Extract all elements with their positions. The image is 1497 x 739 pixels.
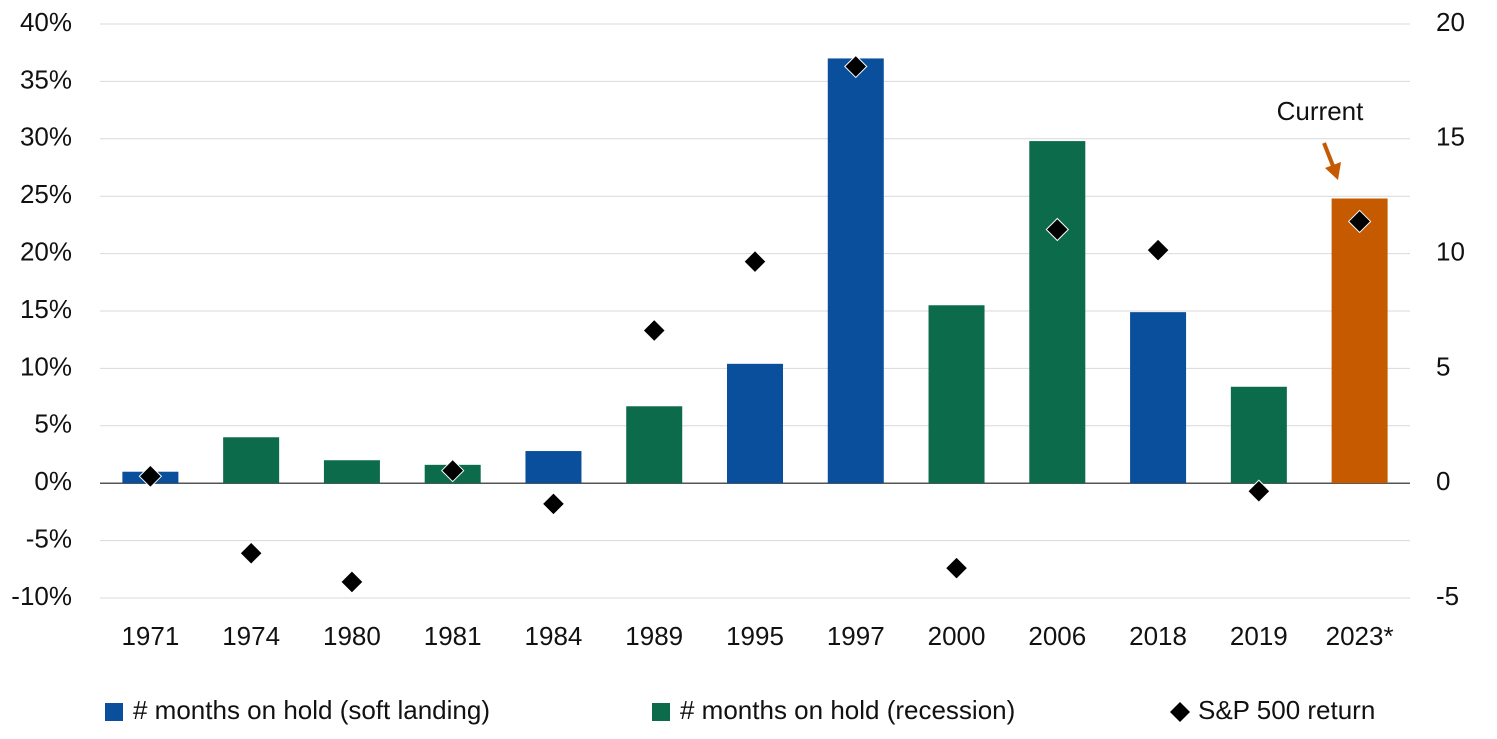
y2-tick-label: 15 bbox=[1436, 122, 1465, 152]
bar bbox=[1230, 386, 1287, 484]
legend-swatch bbox=[652, 703, 670, 721]
y-tick-label: -5% bbox=[26, 523, 72, 553]
bar bbox=[928, 305, 985, 484]
diamond-marker bbox=[1247, 479, 1271, 503]
y2-tick-label: 10 bbox=[1436, 236, 1465, 266]
diamond-marker bbox=[340, 570, 364, 594]
annotation-arrowhead bbox=[1325, 162, 1341, 180]
diamond-marker bbox=[1347, 209, 1372, 234]
bar bbox=[1029, 141, 1086, 484]
legend-swatch bbox=[105, 703, 123, 721]
bar bbox=[1130, 312, 1187, 484]
bar bbox=[727, 363, 783, 484]
bar bbox=[626, 406, 683, 484]
x-tick-label: 2018 bbox=[1129, 621, 1187, 651]
y2-tick-label: 20 bbox=[1436, 7, 1465, 37]
bar bbox=[323, 460, 380, 484]
x-tick-label: 1995 bbox=[726, 621, 784, 651]
y-tick-label: 30% bbox=[20, 122, 72, 152]
x-tick-label: 1971 bbox=[121, 621, 179, 651]
x-tick-label: 2023* bbox=[1326, 621, 1394, 651]
diamond-marker bbox=[944, 556, 969, 580]
x-tick-label: 2006 bbox=[1028, 621, 1086, 651]
y2-tick-label: -5 bbox=[1436, 581, 1459, 611]
diamond-marker bbox=[138, 464, 163, 489]
diamond-marker bbox=[440, 458, 465, 483]
diamond-marker bbox=[1045, 217, 1070, 242]
diamond-marker bbox=[642, 318, 666, 343]
x-tick-label: 1989 bbox=[625, 621, 683, 651]
diamond-marker bbox=[239, 541, 263, 565]
bar bbox=[827, 58, 884, 484]
legend-label: # months on hold (soft landing) bbox=[133, 695, 490, 725]
y-tick-label: 10% bbox=[20, 351, 72, 381]
annotation-arrow bbox=[1322, 142, 1335, 167]
y-tick-label: 20% bbox=[20, 236, 72, 266]
legend-label: # months on hold (recession) bbox=[680, 695, 1015, 725]
bar bbox=[525, 451, 582, 484]
bar bbox=[1331, 198, 1388, 484]
x-tick-label: 1997 bbox=[827, 621, 885, 651]
y-tick-label: 0% bbox=[34, 466, 72, 496]
y-tick-label: 15% bbox=[20, 294, 72, 324]
diamond-marker bbox=[1146, 238, 1170, 262]
y-tick-label: 40% bbox=[20, 7, 72, 37]
x-tick-label: 1974 bbox=[222, 621, 280, 651]
x-tick-label: 2019 bbox=[1230, 621, 1288, 651]
y-tick-label: -10% bbox=[11, 581, 72, 611]
diamond-marker bbox=[844, 54, 868, 79]
y2-tick-label: 0 bbox=[1436, 466, 1450, 496]
diamond-marker bbox=[541, 492, 566, 516]
y-tick-label: 5% bbox=[34, 409, 72, 439]
x-tick-label: 2000 bbox=[928, 621, 986, 651]
x-tick-label: 1984 bbox=[525, 621, 583, 651]
annotation: Current bbox=[1277, 96, 1364, 126]
legend-label: S&P 500 return bbox=[1198, 695, 1375, 725]
bar bbox=[223, 437, 280, 484]
y2-tick-label: 5 bbox=[1436, 351, 1450, 381]
y-tick-label: 25% bbox=[20, 179, 72, 209]
diamond-marker bbox=[743, 249, 767, 274]
x-tick-label: 1980 bbox=[323, 621, 381, 651]
x-tick-label: 1981 bbox=[424, 621, 482, 651]
legend-marker bbox=[1170, 702, 1190, 722]
y-tick-label: 35% bbox=[20, 64, 72, 94]
